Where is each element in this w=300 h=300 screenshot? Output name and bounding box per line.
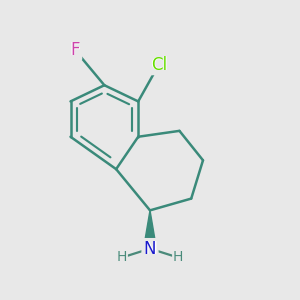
Text: Cl: Cl	[151, 56, 167, 74]
Text: H: H	[173, 250, 183, 265]
Text: N: N	[144, 240, 156, 258]
Text: H: H	[117, 250, 127, 265]
Polygon shape	[143, 210, 157, 249]
Text: F: F	[69, 41, 81, 59]
Text: H: H	[117, 250, 127, 265]
Text: N: N	[143, 240, 157, 258]
Text: F: F	[70, 41, 80, 59]
Text: H: H	[173, 250, 183, 265]
Text: Cl: Cl	[150, 56, 168, 74]
